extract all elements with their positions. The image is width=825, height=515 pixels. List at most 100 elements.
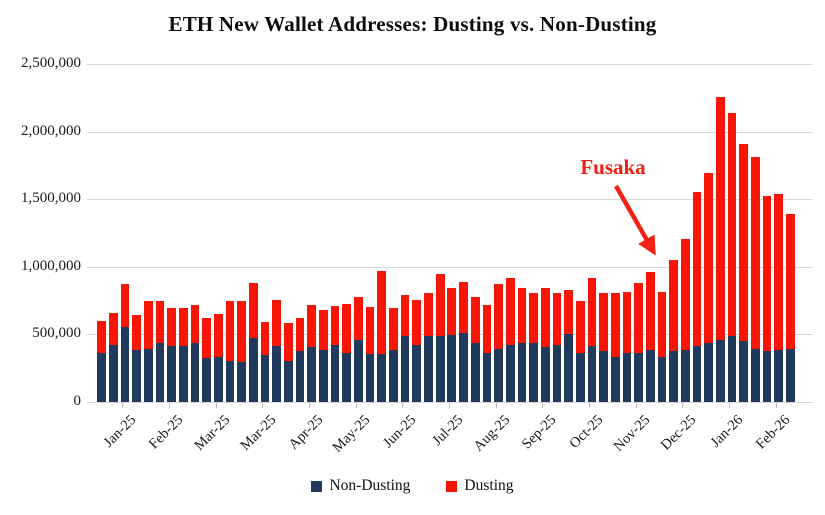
gridline [87,199,813,201]
bar-segment-dusting [610,292,620,357]
legend: Non-Dusting Dusting [0,477,825,495]
x-axis-tick [402,403,404,408]
bar-week-26 [389,308,398,402]
bar-segment-dusting [435,274,445,336]
dusting-swatch-icon [446,480,458,492]
bar-week-6 [155,301,165,402]
bar-week-29 [424,293,433,402]
bar-segment-non-dusting [97,353,106,402]
bar-segment-non-dusting [552,345,562,402]
bar-segment-dusting [762,195,772,351]
bar-segment-dusting [634,283,643,353]
bar-week-38 [529,292,538,402]
bar-segment-dusting [330,306,340,346]
bar-segment-non-dusting [412,344,422,402]
bar-segment-non-dusting [249,338,258,402]
legend-label-dusting: Dusting [464,477,514,494]
bar-week-45 [610,292,620,402]
bar-segment-non-dusting [680,349,690,402]
bar-week-34 [482,304,492,402]
bar-week-21 [330,306,340,402]
x-axis-tick [635,403,637,408]
y-axis-label: 2,500,000 [21,55,81,71]
bar-segment-non-dusting [155,343,165,402]
bar-segment-non-dusting [120,326,130,402]
x-axis-tick [168,403,170,408]
bar-week-32 [459,281,468,402]
bar-week-13 [237,301,247,402]
bar-segment-dusting [564,289,573,335]
bar-segment-non-dusting [529,342,538,402]
bar-segment-dusting [249,283,258,339]
x-axis-tick [775,403,777,408]
bar-segment-non-dusting [424,336,433,402]
bar-segment-non-dusting [599,351,608,402]
bar-week-51 [680,239,690,402]
bar-week-42 [575,301,585,402]
bar-segment-non-dusting [167,345,177,402]
bar-segment-non-dusting [447,335,457,402]
bar-segment-dusting [307,304,317,347]
bar-segment-dusting [167,308,177,346]
bar-segment-non-dusting [587,345,597,402]
bar-segment-dusting [354,296,363,340]
bar-week-47 [634,283,643,402]
bar-segment-non-dusting [365,354,375,402]
bar-segment-dusting [377,270,387,355]
bar-segment-dusting [202,318,212,359]
bar-segment-dusting [319,310,328,350]
bar-week-44 [599,292,608,402]
bar-segment-dusting [424,293,433,337]
bar-segment-dusting [143,301,153,350]
bar-segment-non-dusting [575,352,585,402]
bar-week-43 [587,278,597,402]
bar-segment-non-dusting [645,349,655,402]
bar-week-5 [143,301,153,402]
bar-segment-non-dusting [669,351,678,402]
bar-segment-non-dusting [400,336,410,402]
bar-segment-dusting [272,299,282,346]
x-axis-tick [355,403,357,408]
bar-segment-dusting [412,299,422,345]
bar-week-1 [97,320,106,402]
bar-week-11 [214,314,223,402]
bar-segment-non-dusting [727,335,737,402]
bar-week-52 [692,192,702,402]
x-axis-tick [495,403,497,408]
bar-segment-dusting [214,314,223,357]
x-axis-tick [682,403,684,408]
bar-segment-non-dusting [564,334,573,402]
bar-segment-non-dusting [272,345,282,402]
bar-segment-dusting [704,172,713,343]
bar-segment-dusting [120,283,130,327]
bar-segment-non-dusting [330,345,340,402]
bar-week-2 [108,313,118,402]
bar-week-40 [552,293,562,402]
y-axis-label: 2,000,000 [21,122,81,139]
bar-segment-dusting [494,284,503,350]
bar-segment-dusting [657,291,667,357]
bar-segment-non-dusting [108,344,118,402]
bar-week-35 [494,284,503,402]
bar-segment-dusting [552,293,562,346]
bar-week-15 [260,322,270,402]
bar-segment-dusting [179,308,188,346]
bar-week-33 [470,297,480,402]
bar-week-55 [727,112,737,402]
gridline [87,64,813,65]
bar-segment-non-dusting [622,353,632,402]
bar-week-31 [447,287,457,402]
bar-segment-non-dusting [786,349,795,402]
bar-segment-dusting [190,305,200,344]
bar-week-27 [400,295,410,402]
bar-segment-non-dusting [482,352,492,402]
bar-segment-dusting [622,291,632,354]
bar-segment-non-dusting [470,343,480,402]
annotation-fusaka: Fusaka [580,155,646,179]
bar-week-22 [342,303,352,402]
bar-week-14 [249,283,258,402]
bar-segment-dusting [517,288,527,344]
bar-segment-dusting [482,304,492,353]
bar-segment-non-dusting [377,354,387,402]
